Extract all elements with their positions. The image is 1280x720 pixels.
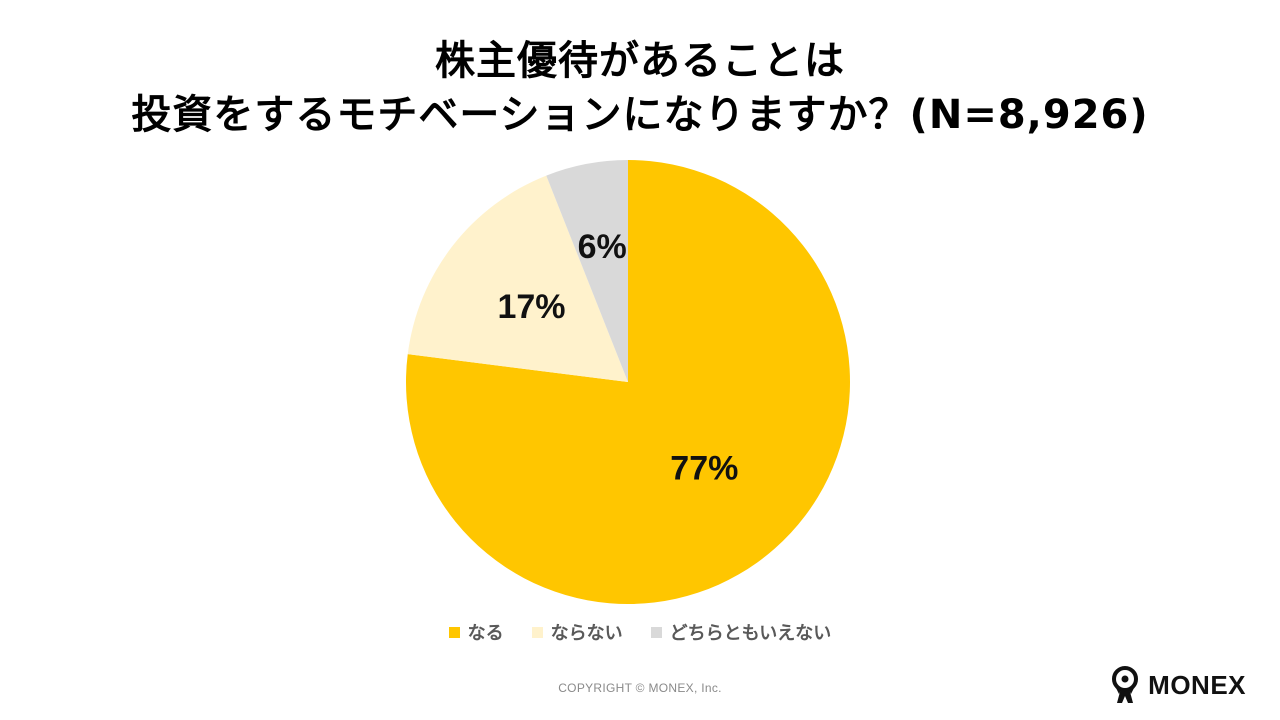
chart-title: 株主優待があることは 投資をするモチベーションになりますか？(N=8,926) — [0, 34, 1280, 142]
legend-swatch — [531, 626, 543, 638]
pie-slice-2 — [407, 175, 628, 382]
legend-swatch — [448, 626, 460, 638]
chart-title-line-1: 株主優待があることは — [435, 38, 845, 84]
legend-item-3: どちらともいえない — [650, 619, 832, 645]
monex-logo: MONEX — [1108, 666, 1246, 704]
pie-slice-label-1: 77% — [670, 450, 738, 488]
legend-item-2: ならない — [531, 619, 623, 645]
legend-item-1: なる — [448, 619, 504, 645]
chart-title-line-2: 投資をするモチベーションになりますか？(N=8,926) — [131, 92, 1149, 138]
pie-slice-label-2: 17% — [497, 288, 565, 326]
copyright-text: COPYRIGHT © MONEX, Inc. — [558, 681, 722, 695]
monex-logo-text: MONEX — [1148, 669, 1246, 700]
chart-legend: なる ならない どちらともいえない — [0, 619, 1280, 645]
legend-swatch — [650, 626, 662, 638]
pie-slice-label-3: 6% — [578, 228, 627, 266]
monex-person-icon — [1112, 666, 1139, 703]
legend-label: ならない — [550, 623, 623, 644]
pie-slice-3 — [546, 160, 628, 382]
legend-label: なる — [467, 623, 504, 644]
legend-label: どちらともいえない — [669, 623, 832, 644]
